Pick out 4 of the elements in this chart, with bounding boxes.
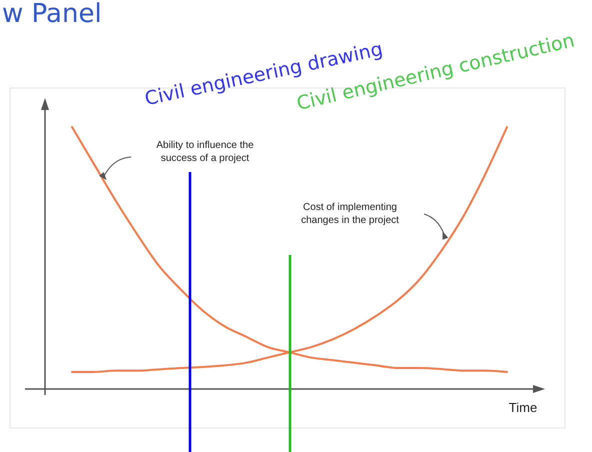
chart-title: w Panel <box>2 0 102 29</box>
x-axis-title: Time <box>508 400 538 415</box>
annotation: Cost of implementing changes in the project <box>301 202 400 226</box>
annotation: Ability to influence the success of a project <box>156 140 254 164</box>
